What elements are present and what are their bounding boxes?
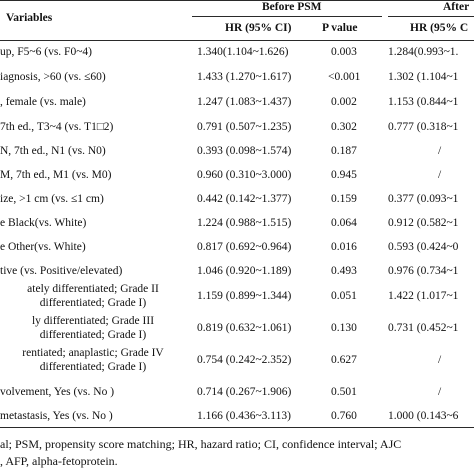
row-hr-after: 1.153 (0.844~1 [388, 96, 459, 108]
row-hr-before: 0.442 (0.142~1.377) [197, 193, 292, 205]
row-hr-after: 1.422 (1.017~1 [388, 290, 459, 302]
row-hr-before: 0.960 (0.310~3.000) [197, 169, 292, 181]
row-p-value: 0.130 [331, 322, 357, 334]
row-p-value: 0.627 [331, 354, 357, 366]
hr-after-column-header: HR (95% C [410, 22, 469, 34]
row-variable: ly differentiated; Grade III differentia… [0, 314, 186, 342]
row-hr-before: 1.159 (0.899~1.344) [197, 290, 292, 302]
table-bottom-rule [0, 427, 474, 428]
row-variable: metastasis, Yes (vs. No ) [0, 410, 113, 422]
row-p-value: 0.760 [331, 410, 357, 422]
row-variable: volvement, Yes (vs. No ) [0, 386, 115, 398]
row-hr-before: 1.166 (0.436~3.113) [197, 410, 291, 422]
row-hr-after: / [438, 145, 442, 157]
row-variable: rentiated; anaplastic; Grade IV differen… [0, 346, 186, 374]
row-hr-after: 0.976 (0.734~1 [388, 265, 459, 277]
row-p-value: 0.187 [331, 145, 357, 157]
row-variable: up, F5~6 (vs. F0~4) [0, 46, 92, 58]
row-hr-after: 0.912 (0.582~1 [388, 217, 459, 229]
row-variable: M, 7th ed., M1 (vs. M0) [0, 169, 112, 181]
row-hr-before: 0.714 (0.267~1.906) [197, 386, 292, 398]
row-p-value: 0.493 [331, 265, 357, 277]
row-hr-after: / [438, 354, 442, 366]
row-variable: ize, >1 cm (vs. ≤1 cm) [0, 193, 104, 205]
row-variable: e Other(vs. White) [0, 241, 86, 253]
before-psm-header: Before PSM [262, 1, 322, 13]
row-variable-line2: differentiated; Grade I) [39, 361, 147, 373]
row-variable: iagnosis, >60 (vs. ≤60) [0, 71, 106, 83]
row-variable: 7th ed., T3~4 (vs. T1□2) [0, 121, 114, 133]
footnote-line1: al; PSM, propensity score matching; HR, … [0, 437, 402, 451]
row-hr-after: 0.593 (0.424~0 [388, 241, 459, 253]
row-hr-before: 1.247 (1.083~1.437) [197, 96, 292, 108]
row-p-value: 0.003 [331, 46, 357, 58]
row-p-value: 0.159 [331, 193, 357, 205]
row-hr-before: 0.791 (0.507~1.235) [197, 121, 292, 133]
p-value-column-header: P value [322, 22, 358, 34]
footnote-line2: , AFP, alpha-fetoprotein. [0, 454, 118, 468]
row-variable: N, 7th ed., N1 (vs. N0) [0, 145, 106, 157]
row-hr-after: 1.284(0.993~1. [388, 46, 459, 58]
row-hr-after: 0.777 (0.318~1 [388, 121, 459, 133]
hr-before-column-header: HR (95% CI) [225, 22, 292, 34]
row-variable-line1: rentiated; anaplastic; Grade IV [22, 347, 164, 359]
row-variable-line1: ately differentiated; Grade II [27, 283, 159, 295]
row-hr-before: 1.433 (1.270~1.617) [197, 71, 292, 83]
row-hr-after: / [438, 169, 442, 181]
row-variable-line2: differentiated; Grade I) [39, 297, 147, 309]
row-hr-after: 1.302 (1.104~1 [388, 71, 459, 83]
row-hr-before: 1.046 (0.920~1.189) [197, 265, 292, 277]
row-variable-line2: differentiated; Grade I) [39, 329, 147, 341]
row-hr-before: 1.340(1.104~1.626) [197, 46, 289, 58]
row-variable: ately differentiated; Grade II different… [0, 282, 186, 310]
row-p-value: 0.945 [331, 169, 357, 181]
row-p-value: 0.064 [331, 217, 357, 229]
row-variable-line1: ly differentiated; Grade III [31, 315, 155, 327]
row-hr-before: 0.819 (0.632~1.061) [197, 322, 292, 334]
row-p-value: 0.302 [331, 121, 357, 133]
variables-header: Variables [6, 12, 53, 24]
row-hr-after: 1.000 (0.143~6 [388, 410, 459, 422]
row-variable: , female (vs. male) [0, 96, 86, 108]
row-p-value: 0.051 [331, 290, 357, 302]
row-hr-before: 0.754 (0.242~2.352) [197, 354, 292, 366]
row-variable: e Black(vs. White) [0, 217, 87, 229]
row-hr-before: 1.224 (0.988~1.515) [197, 217, 292, 229]
row-hr-before: 0.817 (0.692~0.964) [197, 241, 292, 253]
before-psm-underline [192, 16, 382, 17]
after-psm-header: After [443, 1, 470, 13]
row-hr-after: / [438, 386, 442, 398]
after-psm-underline [388, 16, 474, 17]
row-p-value: 0.002 [331, 96, 357, 108]
header-bottom-rule [0, 40, 474, 41]
table-top-rule [0, 0, 474, 1]
row-hr-after: 0.377 (0.093~1 [388, 193, 459, 205]
row-hr-after: 0.731 (0.452~1 [388, 322, 459, 334]
row-hr-before: 0.393 (0.098~1.574) [197, 145, 292, 157]
row-variable: tive (vs. Positive/elevated) [0, 265, 123, 277]
row-p-value: 0.501 [331, 386, 357, 398]
row-p-value: <0.001 [328, 71, 361, 83]
row-p-value: 0.016 [331, 241, 357, 253]
